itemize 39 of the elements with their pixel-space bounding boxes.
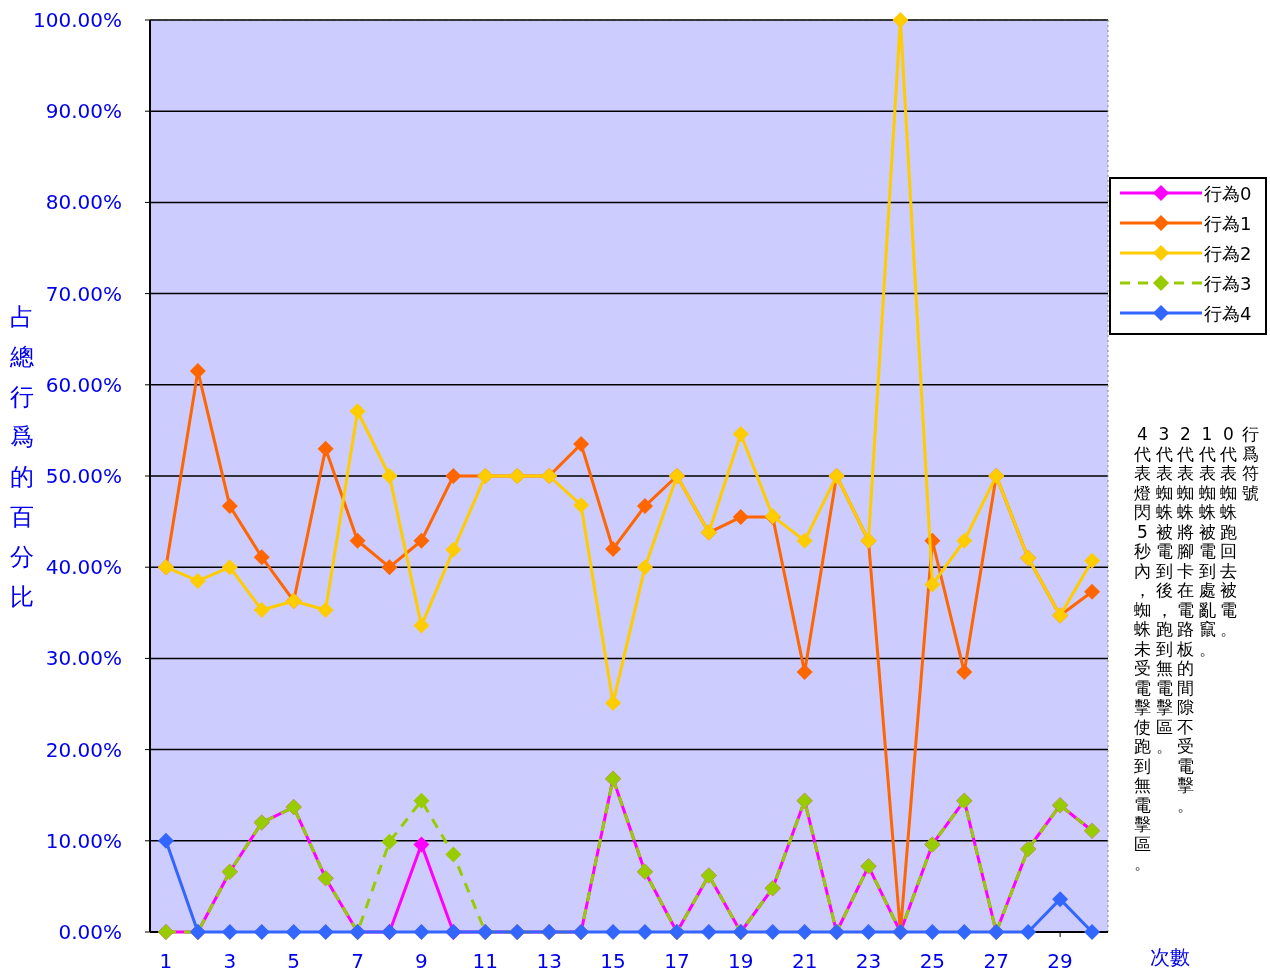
y-tick-label: 40.00% — [45, 555, 122, 580]
y-tick-label: 0.00% — [58, 920, 122, 944]
legend-label: 行為3 — [1204, 273, 1252, 294]
x-tick-label: 21 — [791, 949, 818, 973]
legend-label: 行為2 — [1204, 243, 1252, 264]
x-tick-label: 19 — [728, 949, 754, 973]
x-tick-label: 25 — [919, 949, 946, 973]
legend-label: 行為1 — [1204, 213, 1252, 234]
y-tick-label: 30.00% — [45, 646, 122, 671]
x-tick-label: 1 — [159, 949, 173, 973]
x-tick-label: 27 — [983, 949, 1009, 973]
x-axis-title: 次數 — [1150, 945, 1190, 969]
x-tick-label: 29 — [1047, 949, 1073, 973]
x-tick-label: 9 — [415, 949, 428, 973]
text: 行爲符號 — [1241, 424, 1259, 503]
x-tick-label: 17 — [664, 949, 690, 973]
y-tick-label: 10.00% — [45, 828, 122, 853]
text: 0代表蜘蛛跑回去被電。 — [1220, 424, 1237, 639]
y-tick-label: 90.00% — [45, 99, 122, 124]
y-tick-label: 80.00% — [45, 190, 122, 215]
text: 3代表蜘蛛被電到後，跑到無電擊區。 — [1155, 424, 1173, 756]
x-tick-label: 7 — [351, 949, 364, 973]
x-tick-label: 11 — [472, 949, 499, 973]
x-tick-label: 23 — [855, 949, 882, 973]
text: 2代表蜘蛛將腳卡在電路板的間隙不受電擊。 — [1177, 424, 1194, 815]
y-tick-label: 60.00% — [45, 372, 122, 397]
y-tick-label: 100.00% — [33, 8, 122, 32]
x-tick-label: 15 — [600, 949, 626, 973]
legend-label: 行為4 — [1204, 303, 1252, 324]
y-tick-label: 20.00% — [45, 737, 122, 762]
x-tick-label: 13 — [536, 949, 562, 973]
x-tick-label: 5 — [287, 949, 301, 973]
y-tick-label: 70.00% — [45, 281, 122, 306]
text: 4代表燈閃5秒內，蜘蛛未受電擊使跑到無電擊區。 — [1134, 424, 1151, 873]
y-axis-title: 占總行爲的百分比 — [9, 303, 34, 611]
x-tick-label: 3 — [223, 949, 237, 973]
y-tick-label: 50.00% — [45, 464, 122, 488]
legend-label: 行為0 — [1204, 183, 1252, 204]
text: 1代表蜘蛛被電到處亂竄。 — [1198, 424, 1216, 659]
